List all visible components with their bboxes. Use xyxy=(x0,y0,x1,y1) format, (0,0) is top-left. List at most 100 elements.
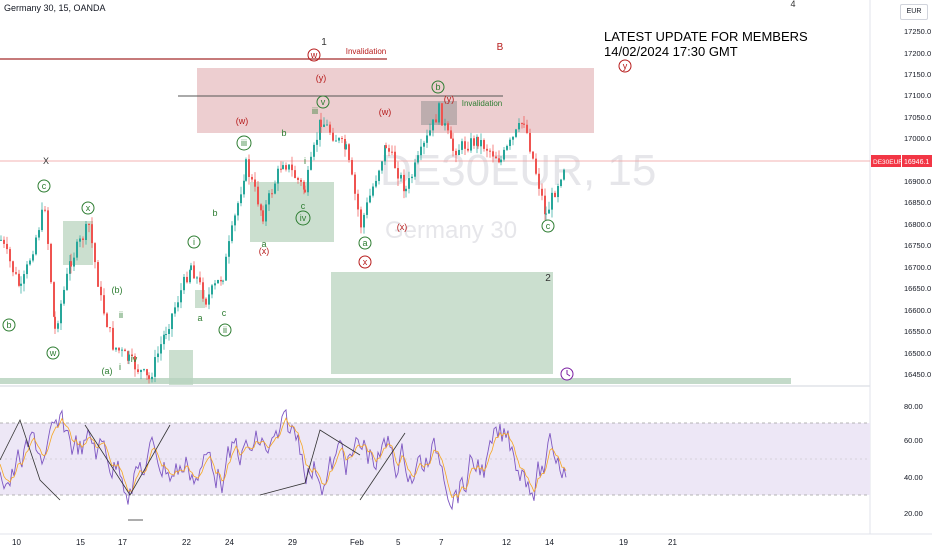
candle-body xyxy=(458,149,460,156)
candle-body xyxy=(285,165,287,170)
price-tick: 17000.0 xyxy=(904,134,931,143)
circle-marker xyxy=(218,323,232,337)
wave-label: ii xyxy=(119,310,123,320)
candle-body xyxy=(495,156,497,159)
candle-body xyxy=(91,224,93,244)
candle-body xyxy=(20,283,22,286)
candle-body xyxy=(363,214,365,228)
candle-body xyxy=(240,194,242,204)
candle-body xyxy=(60,303,62,324)
wave-label: ii xyxy=(223,325,227,335)
candle-body xyxy=(455,150,457,156)
rsi-axis[interactable]: 80.00 60.00 40.00 20.00 xyxy=(904,402,923,518)
candle-body xyxy=(47,210,49,244)
wave-label: (x) xyxy=(259,246,270,256)
rsi-trendline[interactable] xyxy=(0,418,61,501)
candle-body xyxy=(523,123,525,125)
candle-body xyxy=(329,124,331,133)
candle-body xyxy=(97,262,99,287)
candle-body xyxy=(94,243,96,263)
time-axis[interactable]: 10 15 17 22 24 29 Feb 5 7 12 14 19 21 xyxy=(12,538,677,547)
rsi-tick: 40.00 xyxy=(904,473,923,482)
currency-button[interactable]: EUR xyxy=(900,4,928,20)
target-zone[interactable] xyxy=(331,272,553,374)
candle-body xyxy=(186,276,188,283)
wave-label: (a) xyxy=(102,366,113,376)
candle-body xyxy=(85,223,87,240)
candle-body xyxy=(257,186,259,205)
wave-label: c xyxy=(42,181,47,191)
wave-label: i xyxy=(119,362,121,372)
price-tick: 17200.0 xyxy=(904,49,931,58)
candle-body xyxy=(29,260,31,265)
candle-body xyxy=(143,369,145,371)
resistance-zone[interactable] xyxy=(197,68,594,133)
candle-body xyxy=(375,180,377,187)
rsi-line xyxy=(0,408,567,511)
candle-body xyxy=(369,195,371,203)
wave-label: 4 xyxy=(790,0,795,9)
rsi-trendline[interactable] xyxy=(359,432,406,501)
candle-body xyxy=(319,119,321,140)
candle-body xyxy=(115,347,117,350)
rsi-trendline[interactable] xyxy=(259,429,361,496)
candle-body xyxy=(3,239,5,244)
candle-body xyxy=(532,151,534,159)
candle-body xyxy=(23,274,25,284)
symbol-tag-label: DE30EUR xyxy=(873,159,903,166)
candle-body xyxy=(529,132,531,152)
wave-labels-red[interactable]: (w) (x) w Invalidation (y) (w) (x) x (y)… xyxy=(236,42,632,269)
price-axis[interactable]: 17250.0 17200.0 17150.0 17100.0 17050.0 … xyxy=(904,27,931,379)
candle-body xyxy=(131,354,133,357)
candle-body xyxy=(548,209,550,214)
candle-body xyxy=(146,369,148,376)
candle-body xyxy=(500,159,502,163)
candle-body xyxy=(15,272,17,274)
candle-body xyxy=(435,119,437,123)
wave-label: (w) xyxy=(236,116,249,126)
candle-body xyxy=(483,140,485,149)
candle-body xyxy=(180,290,182,303)
wave-labels-green[interactable]: X c b w x (b) (a) ii iv i i ii a c b iii… xyxy=(2,0,796,376)
candle-body xyxy=(100,286,102,296)
bottom-support-band[interactable] xyxy=(0,378,791,384)
time-tick: 24 xyxy=(225,538,234,547)
candle-body xyxy=(288,164,290,170)
wave-label: b xyxy=(212,208,217,218)
symbol-tag xyxy=(871,155,901,167)
time-tick: 7 xyxy=(439,538,444,547)
candle-body xyxy=(405,188,407,192)
candle-body xyxy=(450,130,452,139)
candle-body xyxy=(294,170,296,178)
candle-body xyxy=(554,192,556,198)
rsi-trendline[interactable] xyxy=(84,424,171,496)
wave-label: a xyxy=(261,239,266,249)
candle-body xyxy=(344,138,346,150)
candle-body xyxy=(473,138,475,146)
wave-label: B xyxy=(497,42,504,53)
price-tick: 16550.0 xyxy=(904,327,931,336)
rsi-trendlines[interactable] xyxy=(0,418,406,521)
price-tick: 16700.0 xyxy=(904,263,931,272)
candle-body xyxy=(160,344,162,354)
candle-body xyxy=(124,349,126,352)
candle-body xyxy=(38,230,40,238)
candle-body xyxy=(174,307,176,314)
wave-label: 1 xyxy=(321,37,327,48)
time-tick: 29 xyxy=(288,538,297,547)
rsi-series[interactable] xyxy=(0,408,567,511)
candlestick-series[interactable] xyxy=(0,101,565,384)
candle-body xyxy=(563,169,565,180)
watermark-symbol: DE30EUR, 15 xyxy=(380,146,656,195)
candle-body xyxy=(310,156,312,170)
candle-body xyxy=(54,316,56,329)
candle-body xyxy=(220,279,222,282)
candle-body xyxy=(470,138,472,151)
candle-body xyxy=(426,135,428,143)
candle-body xyxy=(351,160,353,175)
candle-body xyxy=(372,186,374,196)
candle-body xyxy=(6,243,8,250)
support-zone-4[interactable] xyxy=(195,290,205,308)
candle-body xyxy=(300,179,302,182)
